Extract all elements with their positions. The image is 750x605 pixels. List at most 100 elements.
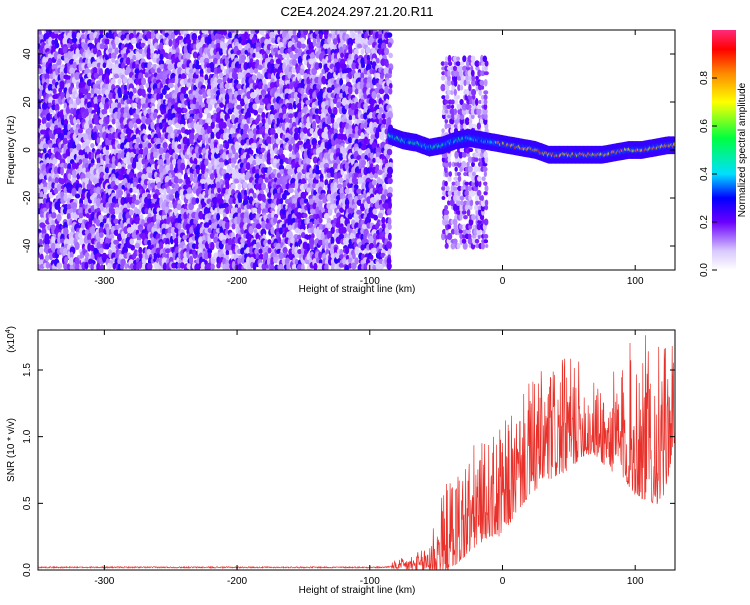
- spectrogram-cell: [144, 253, 149, 260]
- spectrogram-cell: [54, 177, 59, 185]
- spectrogram-cell: [56, 213, 62, 222]
- spectrogram-cell: [261, 182, 267, 191]
- spectrogram-cell: [366, 82, 371, 89]
- spectrogram-cell: [186, 82, 192, 88]
- spectrogram-cell: [135, 108, 141, 115]
- spectrogram-cell: [185, 52, 191, 60]
- spectrogram-cell: [292, 30, 297, 36]
- spectrogram-cell: [253, 109, 259, 116]
- spectrogram-cell: [63, 262, 68, 270]
- spectrogram-cell: [156, 252, 161, 259]
- spectrogram-cell: [230, 183, 236, 190]
- spectrogram-cell: [56, 262, 63, 270]
- spectrogram-cell: [72, 148, 78, 155]
- spectrogram-cell: [388, 88, 393, 95]
- spectrogram-cell: [182, 107, 188, 114]
- spectrogram-cell: [207, 252, 212, 259]
- spectrogram-cell: [132, 181, 138, 189]
- spectrogram-cell: [88, 208, 92, 214]
- spectrogram-cell: [273, 217, 278, 224]
- spectrogram-cell: [216, 213, 221, 221]
- spectrogram-cell: [134, 199, 140, 206]
- spectrogram-cell: [269, 264, 275, 270]
- spectrogram-cell: [338, 153, 344, 161]
- spectrogram-cell: [78, 212, 84, 219]
- spectrogram-cell: [125, 57, 131, 66]
- spectrogram-cell: [300, 43, 306, 49]
- spectrogram-cell: [150, 164, 155, 171]
- spectrogram-cell: [291, 263, 297, 270]
- spectrogram-cell: [386, 208, 392, 216]
- spectrogram-cell: [146, 31, 152, 40]
- spectrogram-cell: [96, 148, 101, 155]
- spectrogram-cell: [351, 233, 356, 239]
- spectrogram-cell: [60, 91, 65, 101]
- spectrogram-cell: [177, 172, 183, 179]
- spectrogram-cell: [149, 159, 155, 165]
- spectrogram-cell: [159, 241, 164, 250]
- spectrogram-cell: [131, 161, 137, 169]
- spectrogram-cell: [110, 208, 116, 215]
- spectrogram-cell: [153, 213, 157, 223]
- spectrogram-cell: [227, 108, 233, 115]
- spectrogram-cell: [132, 186, 138, 194]
- spectrogram-cell: [387, 177, 393, 185]
- spectrogram-cell: [45, 78, 50, 84]
- spectrogram-cell: [114, 36, 120, 46]
- spectrogram-cell: [93, 131, 98, 140]
- spectrogram-cell: [132, 252, 137, 260]
- spectrogram-cell: [54, 42, 60, 49]
- spectrogram-cell: [210, 241, 215, 251]
- spectrogram-cell: [39, 191, 44, 200]
- spectrogram-cell: [122, 218, 128, 225]
- spectrogram-cell: [102, 218, 107, 224]
- spectrogram-cell: [155, 33, 161, 40]
- spectrogram-cell: [158, 158, 164, 167]
- spectrogram-cell: [90, 158, 95, 165]
- spectrogram-cell: [306, 187, 312, 193]
- spectrogram-cell: [182, 257, 188, 263]
- spectrogram-cell: [99, 43, 105, 50]
- spectrogram-cell: [45, 261, 50, 269]
- spectrogram-cell: [53, 166, 59, 175]
- spectrogram-cell: [150, 98, 156, 104]
- spectrogram-cell: [381, 113, 386, 119]
- spectrogram-cell: [124, 263, 129, 269]
- spectrogram-cell: [38, 148, 41, 154]
- spectrogram-cell: [134, 143, 140, 151]
- spectrogram-cell: [441, 195, 446, 201]
- spectrogram-cell: [348, 47, 353, 55]
- spectrogram-cell: [74, 71, 81, 81]
- spectrogram-cell: [253, 67, 259, 74]
- spectrogram-cell: [63, 247, 68, 256]
- spectrogram-cell: [84, 261, 89, 270]
- spectrogram-cell: [347, 86, 353, 95]
- spectrogram-cell: [128, 120, 134, 130]
- spectrogram-cell: [245, 162, 251, 171]
- spectrogram-cell: [373, 214, 379, 221]
- spectrogram-cell: [373, 172, 379, 179]
- spectrogram-cell: [162, 72, 168, 79]
- spectrogram-cell: [64, 256, 69, 265]
- spectrogram-cell: [371, 247, 378, 254]
- spectrogram-cell: [135, 118, 142, 125]
- spectrogram-cell: [74, 257, 80, 267]
- spectrogram-cell: [41, 117, 47, 125]
- spectrogram-cell: [62, 207, 68, 215]
- spectrogram-cell: [128, 171, 134, 180]
- spectrogram-cell: [225, 249, 230, 256]
- spectrogram-cell: [356, 37, 362, 44]
- spectrogram-cell: [75, 47, 81, 57]
- spectrogram-cell: [98, 247, 104, 254]
- spectrogram-cell: [112, 262, 117, 270]
- spectrogram-cell: [258, 137, 263, 145]
- spectrogram-cell: [356, 188, 362, 195]
- spectrogram-cell: [375, 72, 381, 78]
- spectrogram-cell: [210, 121, 215, 129]
- spectrogram-cell: [231, 162, 235, 168]
- spectrogram-cell: [140, 232, 147, 241]
- spectrogram-cell: [138, 261, 143, 269]
- spectrogram-cell: [84, 108, 90, 117]
- spectrogram-cell: [198, 146, 202, 155]
- spectrogram-cell: [90, 151, 95, 161]
